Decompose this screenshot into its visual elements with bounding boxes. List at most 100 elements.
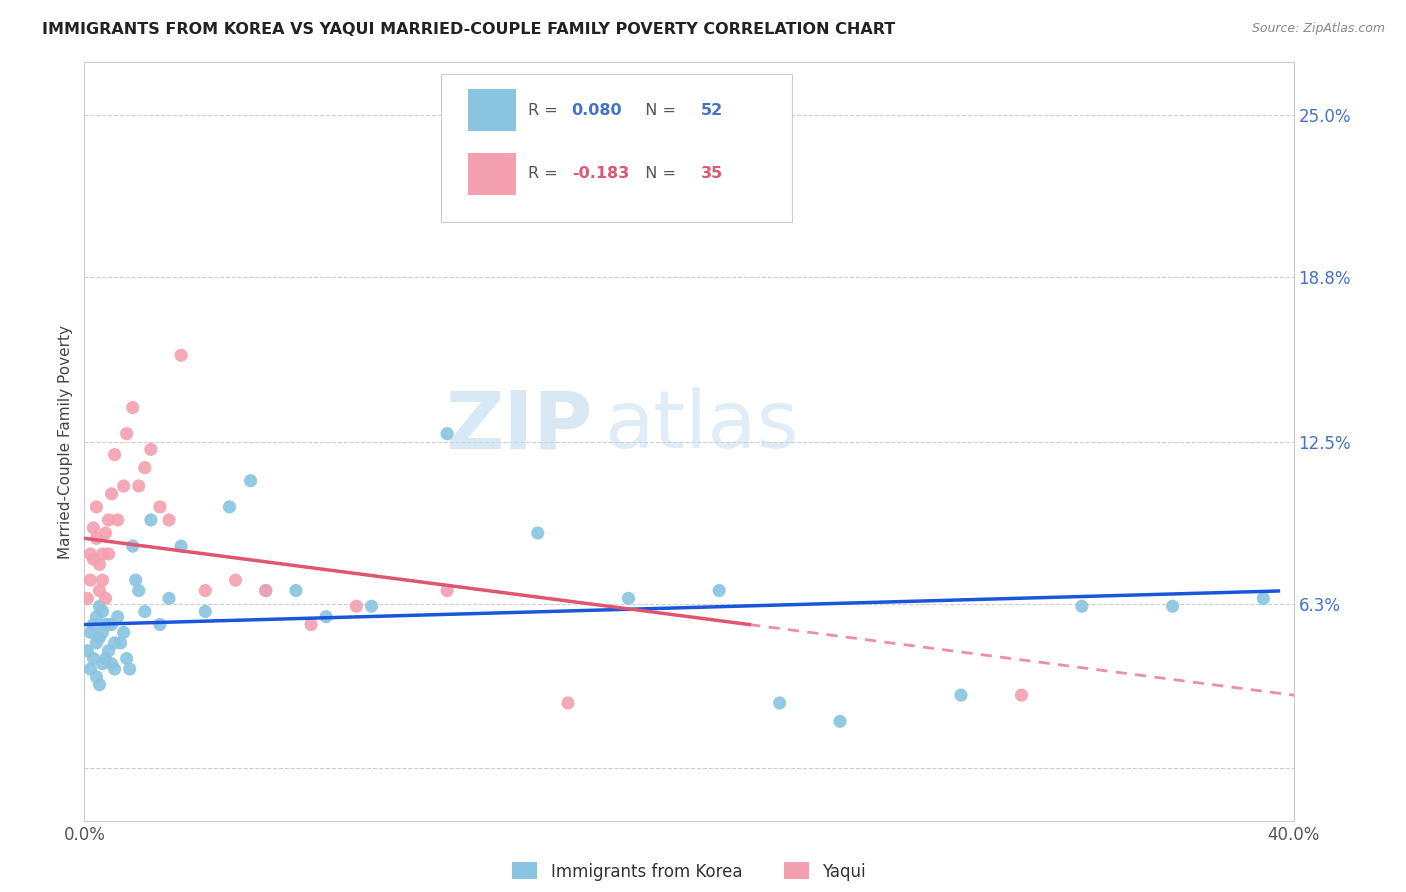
Point (76, 643, 98, 657)
Point (139, 442, 162, 457)
Point (121, 539, 143, 553)
Point (557, 696, 579, 710)
Point (1071, 599, 1094, 614)
Text: R =: R = (529, 103, 562, 118)
Point (104, 662, 127, 676)
Point (1161, 599, 1184, 614)
Point (94, 591, 117, 606)
Point (125, 573, 148, 587)
Text: Source: ZipAtlas.com: Source: ZipAtlas.com (1251, 22, 1385, 36)
Point (100, 657, 122, 671)
Point (950, 688, 973, 702)
Point (94, 651, 117, 665)
Point (100, 487, 122, 501)
Point (86, 531, 108, 545)
Point (97, 617, 120, 632)
Point (97, 547, 120, 561)
Point (91, 573, 114, 587)
Point (1011, 688, 1033, 702)
Text: -0.183: -0.183 (572, 167, 628, 181)
Point (82, 552, 104, 566)
Point (79, 662, 101, 676)
Point (107, 513, 129, 527)
Point (360, 599, 382, 614)
Point (134, 460, 156, 475)
Point (94, 617, 117, 632)
Point (104, 636, 127, 650)
Point (149, 617, 172, 632)
Point (79, 573, 101, 587)
Point (436, 583, 458, 598)
Point (79, 547, 101, 561)
Point (91, 625, 114, 640)
Point (104, 448, 127, 462)
Point (82, 651, 104, 665)
Text: 0.080: 0.080 (572, 103, 623, 118)
Point (157, 513, 180, 527)
Point (76, 591, 98, 606)
Point (118, 662, 141, 676)
Point (128, 583, 150, 598)
Point (194, 583, 217, 598)
Point (194, 605, 217, 619)
Point (239, 474, 262, 488)
Point (100, 617, 122, 632)
Point (89, 558, 111, 572)
Point (107, 609, 129, 624)
Point (91, 605, 114, 619)
Point (170, 348, 193, 362)
Text: 52: 52 (702, 103, 723, 118)
Point (134, 605, 156, 619)
Text: N =: N = (634, 103, 681, 118)
Text: 35: 35 (702, 167, 723, 181)
Point (89, 678, 111, 692)
Point (86, 500, 108, 514)
Point (128, 479, 150, 493)
Point (1253, 591, 1275, 606)
Text: IMMIGRANTS FROM KOREA VS YAQUI MARRIED-COUPLE FAMILY POVERTY CORRELATION CHART: IMMIGRANTS FROM KOREA VS YAQUI MARRIED-C… (42, 22, 896, 37)
Point (115, 426, 138, 441)
Point (79, 625, 101, 640)
Point (91, 547, 114, 561)
Text: N =: N = (634, 167, 681, 181)
Point (91, 657, 114, 671)
Y-axis label: Married-Couple Family Poverty: Married-Couple Family Poverty (58, 325, 73, 558)
Point (769, 696, 792, 710)
Point (157, 591, 180, 606)
Point (86, 670, 108, 684)
Point (527, 526, 550, 541)
Point (346, 599, 368, 614)
Point (149, 500, 172, 514)
Point (82, 617, 104, 632)
Point (218, 500, 240, 514)
Point (121, 401, 143, 415)
Point (254, 583, 277, 598)
Point (436, 426, 458, 441)
Legend: Immigrants from Korea, Yaqui: Immigrants from Korea, Yaqui (512, 863, 866, 880)
Point (86, 636, 108, 650)
FancyBboxPatch shape (468, 153, 516, 195)
Point (112, 625, 135, 640)
Point (830, 714, 852, 729)
Point (110, 636, 132, 650)
Point (299, 617, 322, 632)
Text: R =: R = (529, 167, 562, 181)
Point (115, 651, 138, 665)
Point (709, 583, 731, 598)
Text: atlas: atlas (605, 387, 799, 466)
Point (225, 573, 247, 587)
FancyBboxPatch shape (468, 89, 516, 130)
Point (94, 526, 117, 541)
Point (97, 513, 120, 527)
FancyBboxPatch shape (441, 74, 792, 221)
Point (97, 643, 120, 657)
Point (254, 583, 277, 598)
Point (89, 599, 111, 614)
Point (617, 591, 640, 606)
Point (89, 631, 111, 645)
Point (315, 609, 337, 624)
Point (285, 583, 308, 598)
Point (86, 609, 108, 624)
Point (112, 479, 135, 493)
Text: ZIP: ZIP (444, 387, 592, 466)
